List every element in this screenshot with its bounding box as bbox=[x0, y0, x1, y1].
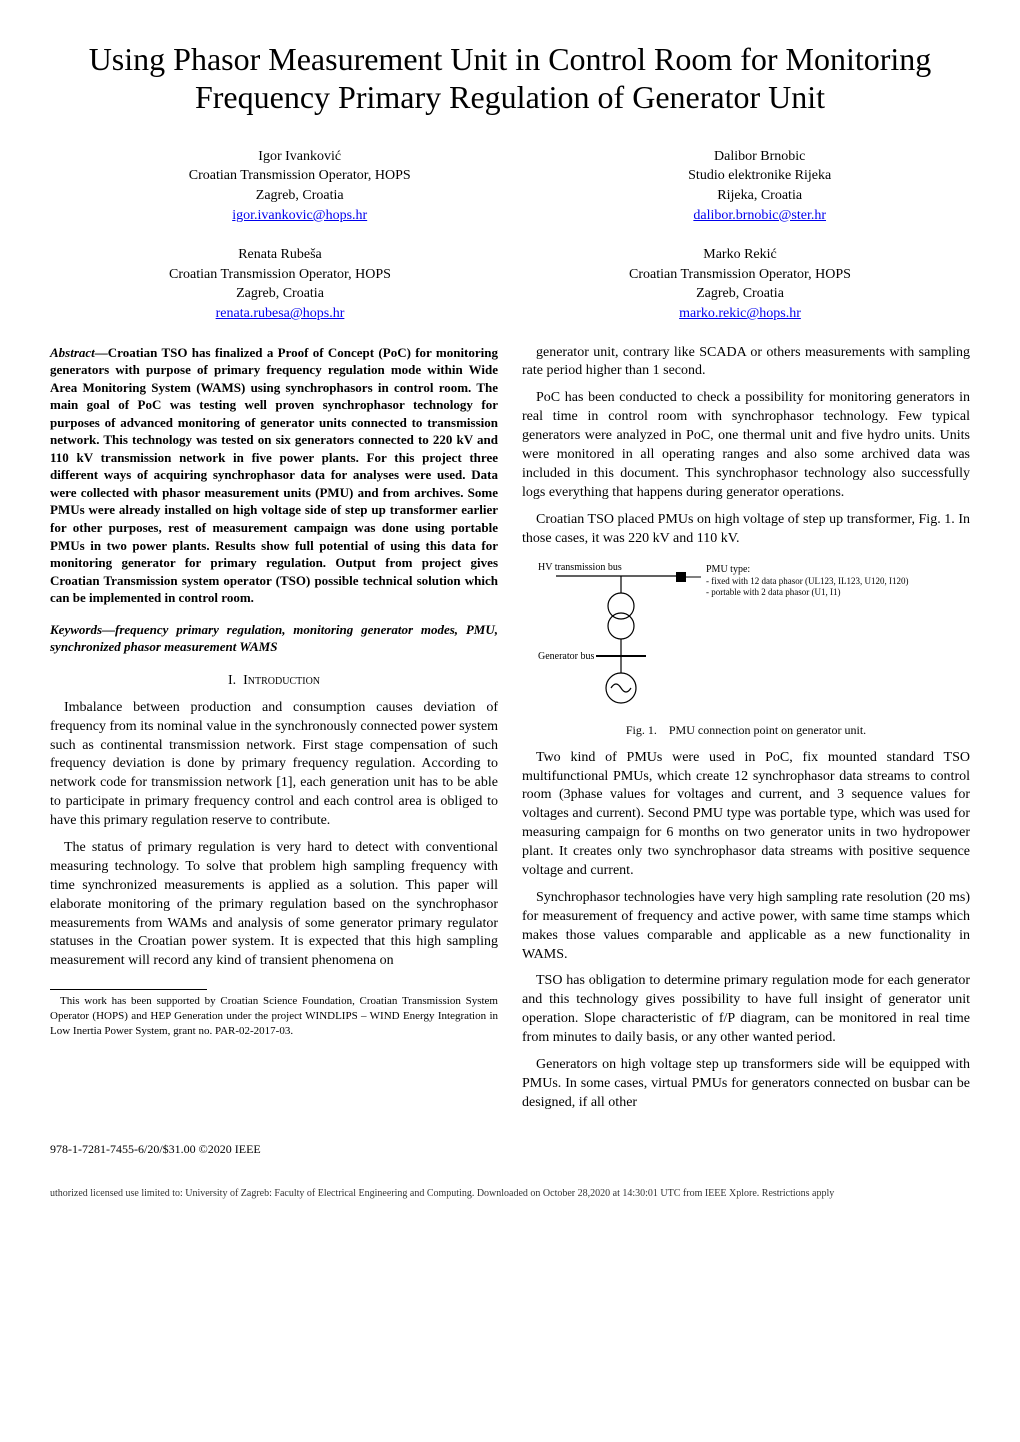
author-name: Marko Rekić bbox=[629, 245, 851, 265]
author-affil: Croatian Transmission Operator, HOPS bbox=[629, 265, 851, 285]
copyright-notice: 978-1-7281-7455-6/20/$31.00 ©2020 IEEE bbox=[50, 1141, 970, 1157]
pmu-line1: - fixed with 12 data phasor (UL123, IL12… bbox=[706, 576, 908, 586]
body-paragraph: PoC has been conducted to check a possib… bbox=[522, 389, 970, 502]
body-paragraph: Imbalance between production and consump… bbox=[50, 699, 498, 831]
footnote-separator bbox=[50, 989, 207, 990]
section-heading: I. Introduction bbox=[50, 672, 498, 691]
body-paragraph: Generators on high voltage step up trans… bbox=[522, 1056, 970, 1113]
author-block: Marko Rekić Croatian Transmission Operat… bbox=[629, 245, 851, 323]
section-number: I. bbox=[228, 673, 236, 688]
author-affil: Croatian Transmission Operator, HOPS bbox=[169, 265, 391, 285]
right-column: generator unit, contrary like SCADA or o… bbox=[522, 344, 970, 1121]
author-block: Dalibor Brnobic Studio elektronike Rijek… bbox=[688, 147, 831, 225]
figure-caption-text: PMU connection point on generator unit. bbox=[669, 723, 866, 737]
body-paragraph: TSO has obligation to determine primary … bbox=[522, 972, 970, 1048]
author-row-1: Igor Ivanković Croatian Transmission Ope… bbox=[50, 147, 970, 225]
body-paragraph: Synchrophasor technologies have very hig… bbox=[522, 889, 970, 965]
gen-bus-label: Generator bus bbox=[538, 651, 594, 662]
author-email-link[interactable]: dalibor.brnobic@ster.hr bbox=[693, 208, 826, 223]
author-email-link[interactable]: marko.rekic@hops.hr bbox=[679, 306, 801, 321]
abstract-text: —Croatian TSO has finalized a Proof of C… bbox=[50, 345, 498, 606]
abstract-label: Abstract bbox=[50, 345, 95, 360]
figure-1-svg: HV transmission bus PMU type: - fixed wi… bbox=[536, 558, 956, 718]
author-name: Dalibor Brnobic bbox=[688, 147, 831, 167]
author-city: Rijeka, Croatia bbox=[688, 186, 831, 206]
author-name: Renata Rubeša bbox=[169, 245, 391, 265]
abstract: Abstract—Croatian TSO has finalized a Pr… bbox=[50, 344, 498, 607]
body-paragraph: Croatian TSO placed PMUs on high voltage… bbox=[522, 511, 970, 549]
figure-1: HV transmission bus PMU type: - fixed wi… bbox=[522, 558, 970, 738]
body-paragraph: The status of primary regulation is very… bbox=[50, 839, 498, 971]
author-affil: Croatian Transmission Operator, HOPS bbox=[189, 166, 411, 186]
author-block: Renata Rubeša Croatian Transmission Oper… bbox=[169, 245, 391, 323]
author-email-link[interactable]: igor.ivankovic@hops.hr bbox=[232, 208, 367, 223]
figure-num: Fig. 1. bbox=[626, 723, 657, 737]
author-name: Igor Ivanković bbox=[189, 147, 411, 167]
keywords: Keywords—frequency primary regulation, m… bbox=[50, 621, 498, 656]
author-affil: Studio elektronike Rijeka bbox=[688, 166, 831, 186]
author-block: Igor Ivanković Croatian Transmission Ope… bbox=[189, 147, 411, 225]
body-paragraph: generator unit, contrary like SCADA or o… bbox=[522, 344, 970, 382]
left-column: Abstract—Croatian TSO has finalized a Pr… bbox=[50, 344, 498, 1121]
author-city: Zagreb, Croatia bbox=[169, 284, 391, 304]
author-city: Zagreb, Croatia bbox=[189, 186, 411, 206]
author-row-2: Renata Rubeša Croatian Transmission Oper… bbox=[50, 245, 970, 323]
license-bar: uthorized licensed use limited to: Unive… bbox=[50, 1187, 970, 1201]
section-title: Introduction bbox=[243, 673, 320, 688]
figure-caption: Fig. 1. PMU connection point on generato… bbox=[522, 722, 970, 738]
pmu-line2: - portable with 2 data phasor (U1, I1) bbox=[706, 587, 840, 597]
hv-bus-label: HV transmission bus bbox=[538, 562, 622, 573]
author-email-link[interactable]: renata.rubesa@hops.hr bbox=[216, 306, 345, 321]
pmu-type-label: PMU type: bbox=[706, 564, 750, 575]
footnote: This work has been supported by Croatian… bbox=[50, 994, 498, 1039]
author-city: Zagreb, Croatia bbox=[629, 284, 851, 304]
paper-title: Using Phasor Measurement Unit in Control… bbox=[50, 40, 970, 117]
body-paragraph: Two kind of PMUs were used in PoC, fix m… bbox=[522, 749, 970, 881]
